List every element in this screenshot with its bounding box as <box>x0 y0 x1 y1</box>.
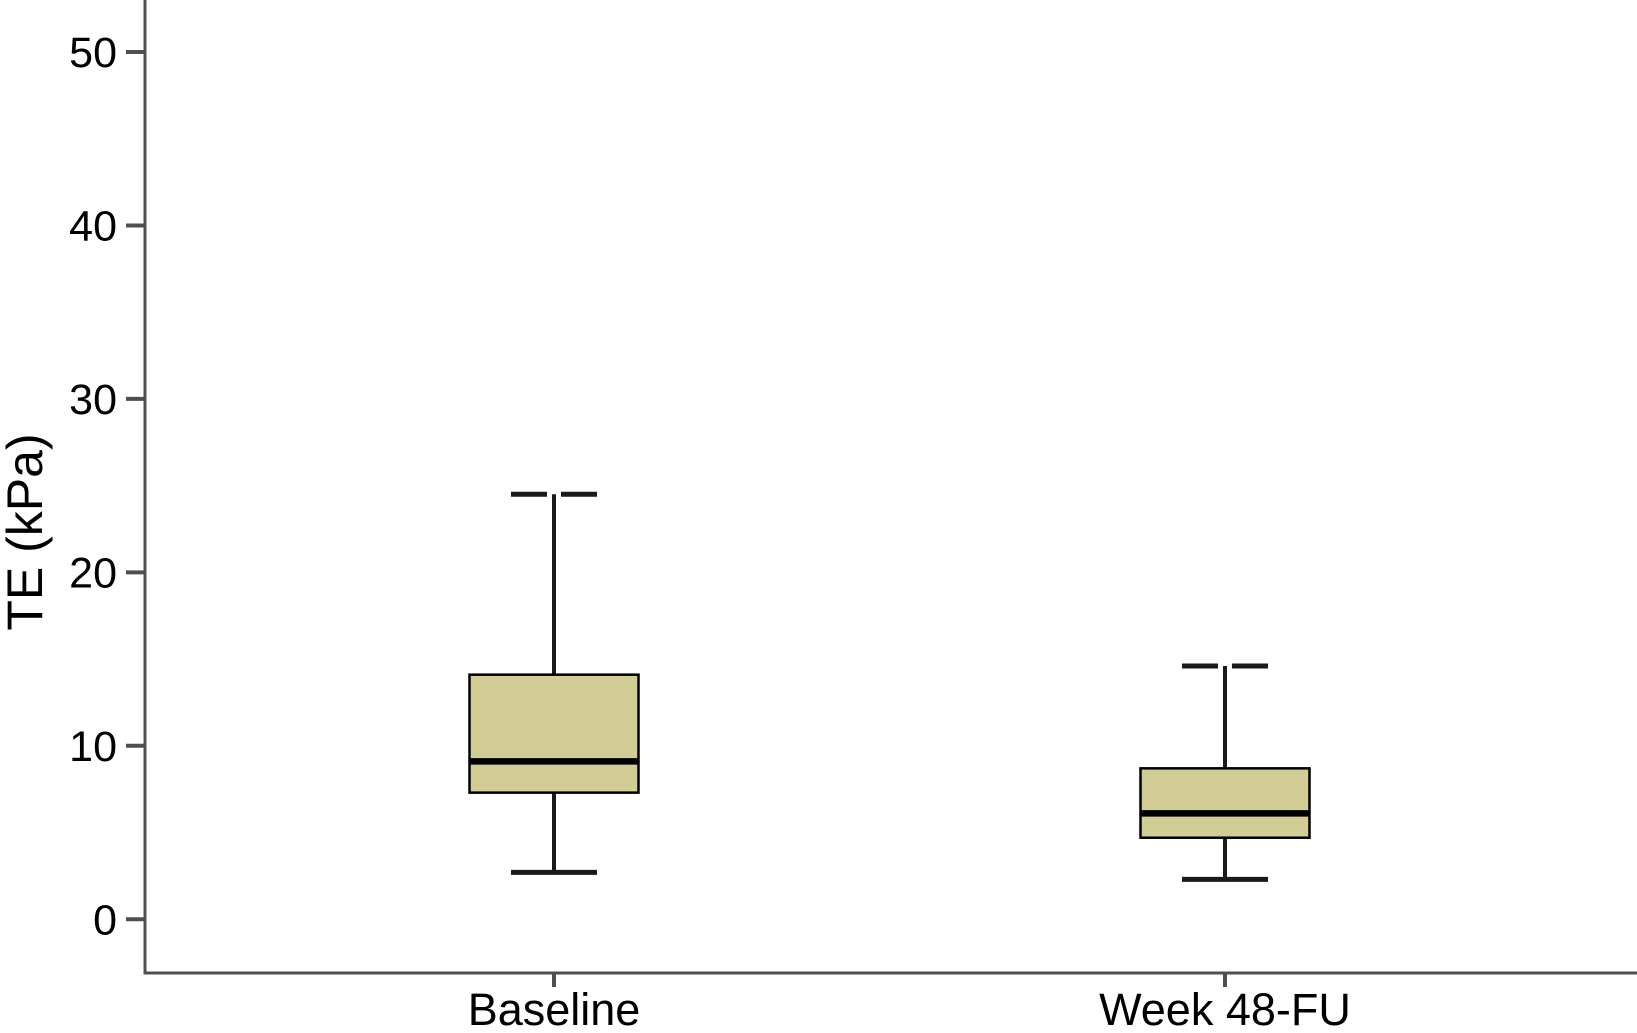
x-category-label: Baseline <box>468 984 641 1033</box>
y-tick-label: 50 <box>69 29 117 77</box>
y-tick-label: 0 <box>93 896 117 944</box>
x-category-label: Week 48-FU <box>1099 984 1351 1033</box>
box-group-week-48-fu <box>1139 663 1311 882</box>
y-tick-label: 40 <box>69 203 117 251</box>
y-tick-label: 30 <box>69 376 117 424</box>
box-group-baseline <box>468 491 640 875</box>
y-tick-label: 20 <box>69 549 117 597</box>
iqr-box <box>468 673 640 794</box>
iqr-box <box>1139 767 1311 839</box>
y-axis-title: TE (kPa) <box>0 433 53 630</box>
y-tick-label: 10 <box>69 723 117 771</box>
